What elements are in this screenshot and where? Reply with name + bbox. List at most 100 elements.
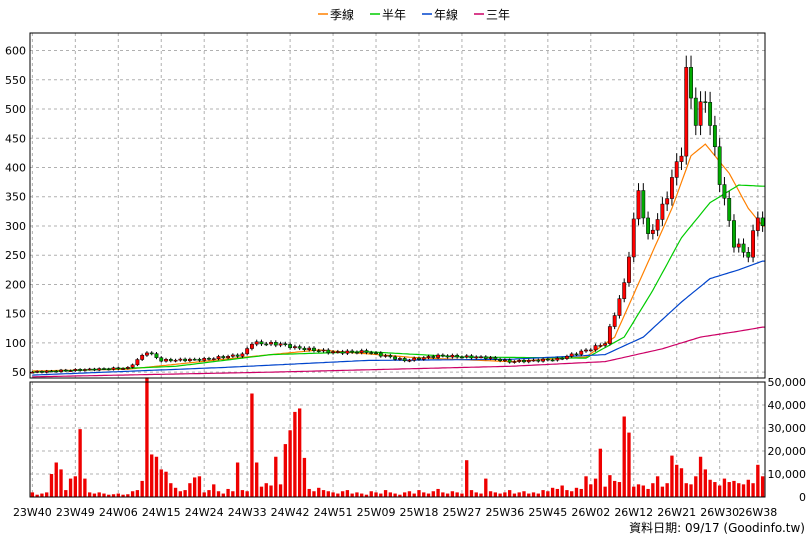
candle-body [321,349,326,352]
x-tick-label: 25W09 [357,506,396,519]
volume-bar [493,492,498,497]
candle-body [579,350,584,355]
candle-body [469,355,474,359]
price-tick-label: 50 [12,366,26,379]
candle-body [550,359,555,362]
volume-bar [617,482,622,497]
candle-body [665,198,670,205]
volume-bar [665,483,669,497]
volume-bar [83,478,87,497]
volume-bar [226,488,230,497]
candle-body [631,218,636,258]
candle-body [278,343,283,346]
price-tick-label: 100 [5,337,26,350]
price-tick-label: 350 [5,191,26,204]
volume-bar [283,444,288,497]
x-axis-labels: 23W40 23W49 24W06 24W15 24W24 24W33 24W42 24W51… [13,506,777,519]
candle-body [617,298,622,316]
volume-bar [531,492,536,497]
candle-body [197,358,202,361]
volume-bar [512,493,517,497]
volume-bars [30,377,765,497]
candle-body [512,361,517,363]
candle-body [288,344,293,349]
volume-bar [274,456,278,497]
candle-body [417,357,421,360]
candle-body [555,357,560,361]
candle-body [364,350,369,353]
candle-body [479,356,483,359]
volume-bar [173,487,178,497]
x-tick-label: 25W36 [485,506,524,519]
candle-body [35,371,40,373]
volume-bar [632,486,636,497]
volume-bar [345,490,350,497]
volume-bar [221,493,225,497]
volume-bar [126,494,130,497]
candle-body [712,125,717,148]
volume-bar [169,483,173,497]
candle-body [498,358,503,361]
volume-bar [589,484,593,497]
candle-body [502,359,507,362]
volume-bar [293,411,297,497]
candle-body [698,101,703,126]
price-panel-grid [30,33,765,378]
candle-body [650,229,655,234]
candle-body [125,367,130,369]
candle-body [736,243,741,248]
candle-body [708,102,713,126]
candle-body [135,359,140,366]
volume-bar [54,462,58,497]
candle-body [187,358,192,362]
volume-bar [612,480,617,497]
candle-body [402,358,407,362]
volume-tick-label: 50,000 [768,376,807,389]
candle-body [560,357,565,360]
candle-body [412,357,417,361]
volume-bar [307,488,311,497]
volume-bar [360,493,364,497]
volume-bar [259,486,264,497]
volume-bar [455,492,459,497]
candle-body [92,368,97,371]
price-tick-label: 500 [5,103,26,116]
volume-bar [402,492,407,497]
candle-body [383,355,388,357]
candle-body [192,358,197,361]
volume-bar [646,488,650,497]
candle-body [331,351,335,354]
volume-bar [245,491,249,497]
price-tick-label: 250 [5,249,26,262]
x-tick-label: 24W33 [228,506,267,519]
price-tick-label: 550 [5,74,26,87]
x-tick-label: 25W27 [442,506,481,519]
price-tick-label: 200 [5,278,26,291]
candle-body [316,350,321,352]
volume-bar [550,487,555,497]
volume-bar [35,494,39,497]
candle-body [30,371,35,374]
volume-bar [608,475,612,497]
candle-body [569,353,574,357]
volume-bar [555,488,560,497]
candle-body [588,349,593,352]
candle-body [741,243,746,253]
x-tick-label: 24W42 [271,506,310,519]
candle-body [297,346,302,349]
volume-tick-label: 40,000 [768,399,807,412]
volume-bar [379,493,383,497]
volume-bar [202,492,206,497]
candle-body [54,370,59,373]
volume-bar [655,476,660,497]
candle-body [397,358,402,360]
candle-body [259,341,264,345]
candle-body [693,97,698,126]
candle-body [302,347,307,350]
volume-bar [364,494,369,497]
volume-bar [698,456,703,497]
volume-bar [565,490,569,497]
volume-bar [441,492,445,497]
volume-bar [737,483,741,497]
